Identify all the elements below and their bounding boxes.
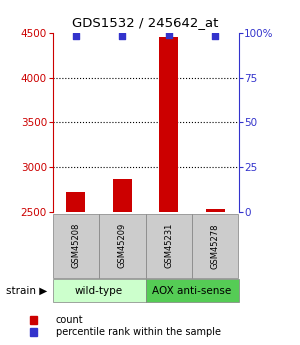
- Text: count: count: [56, 315, 83, 325]
- Text: GSM45208: GSM45208: [71, 223, 80, 268]
- Bar: [113, 179, 132, 212]
- Title: GDS1532 / 245642_at: GDS1532 / 245642_at: [72, 16, 219, 29]
- Point: [213, 33, 218, 39]
- Bar: [67, 191, 85, 212]
- Point: [73, 33, 78, 39]
- Bar: [206, 209, 224, 212]
- Text: AOX anti-sense: AOX anti-sense: [152, 286, 232, 296]
- Text: percentile rank within the sample: percentile rank within the sample: [56, 327, 220, 337]
- Text: GSM45278: GSM45278: [211, 223, 220, 268]
- Text: strain ▶: strain ▶: [6, 286, 47, 296]
- Bar: [160, 37, 178, 212]
- Point: [120, 33, 125, 39]
- Text: wild-type: wild-type: [75, 286, 123, 296]
- Text: GSM45209: GSM45209: [118, 223, 127, 268]
- Point: [166, 32, 171, 37]
- Text: GSM45231: GSM45231: [164, 223, 173, 268]
